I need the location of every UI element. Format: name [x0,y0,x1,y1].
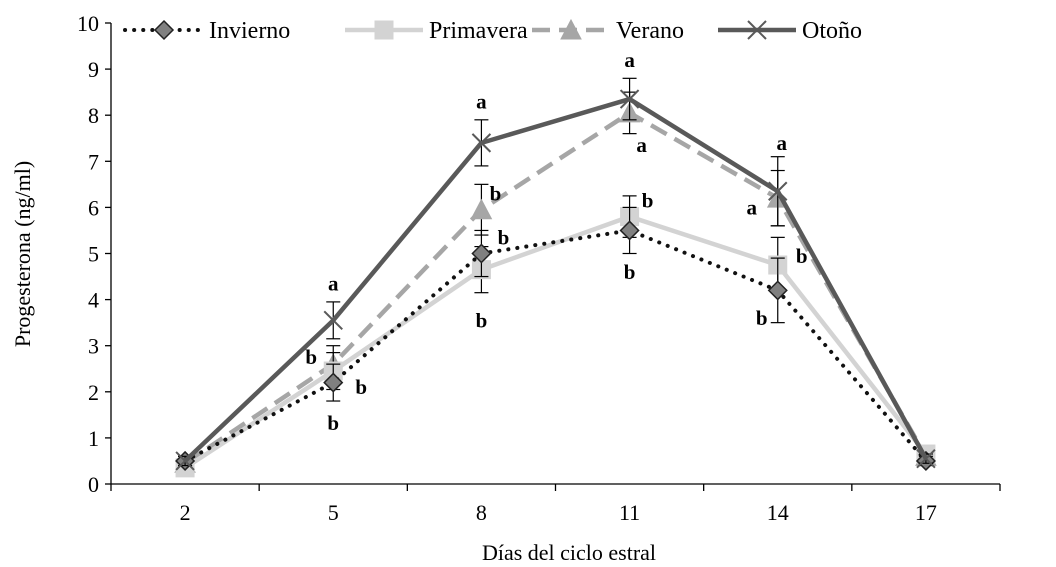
series-line [183,214,928,470]
data-point [471,243,492,264]
significance-label: b [327,411,339,435]
significance-label: b [490,182,502,206]
series-layer [174,77,937,478]
x-tick-label: 2 [180,500,191,525]
series-1 [175,195,936,478]
significance-label: b [476,308,488,332]
series-line [183,96,928,463]
y-tick-label: 10 [77,11,99,36]
legend-marker [560,18,582,40]
significance-label: a [624,48,635,72]
legend-item-2: Verano [532,18,684,44]
x-tick-label: 14 [767,500,789,525]
legend-label: Verano [616,18,684,44]
legend: Invierno Primavera Verano Otoño [123,18,862,44]
significance-label: b [305,345,317,369]
series-3 [175,77,936,471]
data-point [768,181,788,201]
data-point [619,89,640,109]
x-ticks: 2 5 8 11 14 17 [110,484,1001,525]
legend-marker [374,20,394,40]
significance-label: a [747,195,758,219]
x-axis-title: Días del ciclo estral [482,540,656,565]
y-tick-label: 3 [88,334,99,359]
data-point [916,448,936,469]
data-point [175,451,195,471]
y-tick-label: 1 [88,426,99,451]
legend-item-0: Invierno [123,18,290,44]
legend-label: Otoño [802,18,862,44]
significance-label: b [498,225,510,249]
data-point [323,372,344,393]
significance-label: b [642,188,654,212]
x-tick-label: 5 [328,500,339,525]
data-point [470,198,493,220]
significance-label: a [328,271,339,295]
y-tick-label: 8 [88,103,99,128]
significance-label: b [796,244,808,268]
y-tick-label: 7 [88,149,99,174]
data-point [619,220,640,241]
legend-marker [153,19,175,41]
y-ticks: 0 1 2 3 4 5 6 7 8 9 10 [77,11,111,497]
significance-label: a [476,89,487,113]
series-2 [174,91,937,473]
x-tick-label: 17 [915,500,937,525]
significance-label: b [624,260,636,284]
x-tick-label: 11 [619,500,640,525]
significance-label: a [777,131,788,155]
series-line [183,110,928,466]
y-tick-label: 0 [88,472,99,497]
y-tick-label: 4 [88,288,99,313]
legend-item-1: Primavera [345,18,528,44]
data-point [471,133,492,153]
legend-item-3: Otoño [718,18,862,44]
data-point [767,280,788,301]
y-tick-label: 6 [88,195,99,220]
y-tick-label: 5 [88,242,99,267]
y-tick-label: 2 [88,380,99,405]
series-0 [175,206,936,472]
significance-label: b [355,375,367,399]
series-line [183,228,928,463]
y-axis-title: Progesterona (ng/ml) [10,161,35,347]
axes [110,23,1000,485]
legend-label: Primavera [429,18,528,44]
legend-marker [747,20,767,40]
y-tick-label: 9 [88,57,99,82]
significance-label: b [756,306,768,330]
x-tick-label: 8 [476,500,487,525]
legend-label: Invierno [209,18,290,44]
significance-label: a [636,133,647,157]
data-point [323,310,343,331]
